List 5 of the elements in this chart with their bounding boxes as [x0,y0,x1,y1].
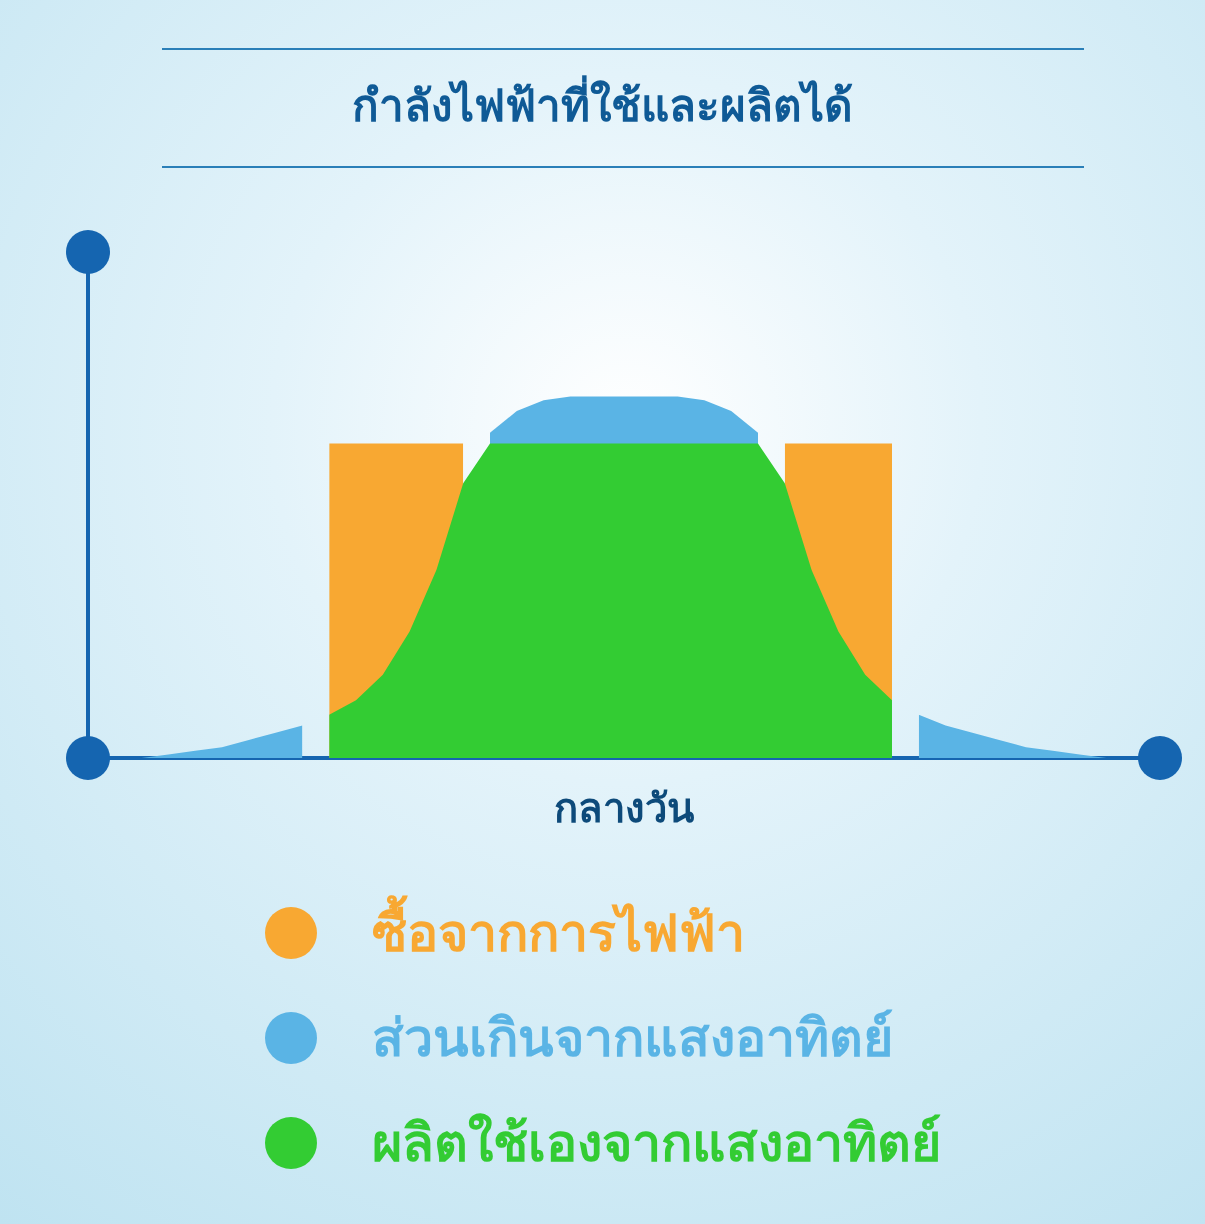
legend-label: ผลิตใช้เองจากแสงอาทิตย์ [372,1112,941,1175]
legend-label: ซื้อจากการไฟฟ้า [372,894,745,965]
chart-title: กำลังไฟฟ้าที่ใช้และผลิตได้ [351,74,854,133]
legend-label: ส่วนเกินจากแสงอาทิตย์ [372,1007,893,1070]
x-axis-title: กลางวัน [554,785,694,832]
